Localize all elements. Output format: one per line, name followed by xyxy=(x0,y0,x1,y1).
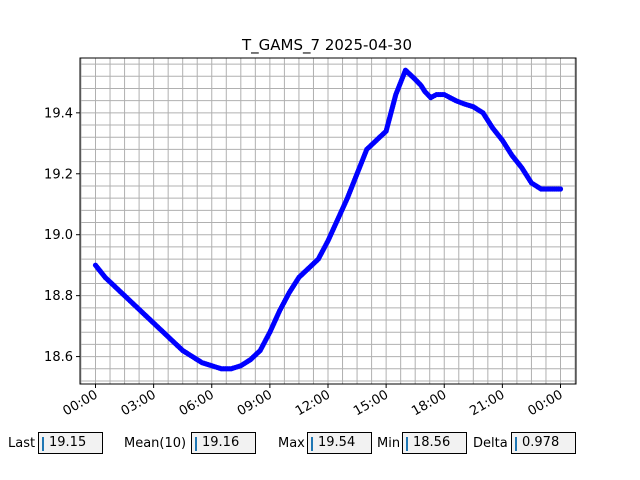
last-label: Last xyxy=(8,436,36,451)
max-value-field: 19.54 xyxy=(307,432,372,454)
mean-value: 19.16 xyxy=(202,435,240,450)
max-value: 19.54 xyxy=(318,435,356,450)
delta-value-field: 0.978 xyxy=(511,432,576,454)
x-tick-label: 18:00 xyxy=(409,387,449,419)
min-value-field: 18.56 xyxy=(402,432,467,454)
min-value: 18.56 xyxy=(413,435,451,450)
grid-lines xyxy=(80,58,576,384)
x-tick-label: 00:00 xyxy=(526,387,566,419)
x-tick-label: 06:00 xyxy=(177,387,217,419)
min-label: Min xyxy=(377,436,401,451)
last-value-field: 19.15 xyxy=(38,432,103,454)
series-points xyxy=(92,67,564,372)
stats-bar: Last 19.15 Mean(10) 19.16 Max 19.54 Min … xyxy=(0,432,640,458)
y-tick-label: 19.0 xyxy=(44,228,73,243)
x-tick-label: 21:00 xyxy=(467,387,507,419)
y-tick-label: 18.8 xyxy=(44,289,73,304)
x-tick-label: 03:00 xyxy=(119,387,159,419)
text-cursor xyxy=(311,437,313,451)
text-cursor xyxy=(515,437,517,451)
y-tick-label: 19.4 xyxy=(44,106,73,121)
text-cursor xyxy=(406,437,408,451)
mean-label: Mean(10) xyxy=(124,436,187,451)
delta-value: 0.978 xyxy=(522,435,560,450)
x-tick-label: 15:00 xyxy=(351,387,391,419)
y-tick-label: 18.6 xyxy=(44,350,73,365)
x-tick-label: 12:00 xyxy=(293,387,333,419)
x-axis: 00:00 03:00 06:00 09:00 12:00 15:00 18:00 21:00… xyxy=(61,384,566,419)
text-cursor xyxy=(195,437,197,451)
delta-label: Delta xyxy=(473,436,508,451)
y-tick-label: 19.2 xyxy=(44,167,73,182)
text-cursor xyxy=(42,437,44,451)
last-value: 19.15 xyxy=(49,435,87,450)
max-label: Max xyxy=(278,436,305,451)
chart-title: T_GAMS_7 2025-04-30 xyxy=(241,36,412,55)
mean-value-field: 19.16 xyxy=(191,432,256,454)
x-tick-label: 00:00 xyxy=(61,387,101,419)
x-tick-label: 09:00 xyxy=(235,387,275,419)
y-axis: 18.6 18.8 19.0 19.2 19.4 xyxy=(44,106,80,365)
data-point xyxy=(557,186,564,192)
